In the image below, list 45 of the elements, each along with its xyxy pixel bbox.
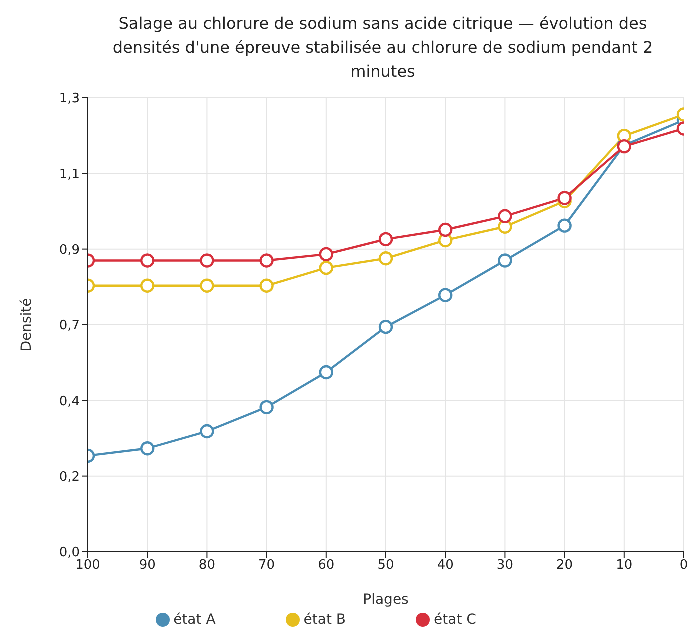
point [378,232,394,247]
x-tick-label: 20 [556,558,574,574]
point [260,254,274,268]
point [319,260,334,276]
y-tick-label: 0,7 [59,318,80,334]
x-tick-label: 10 [616,558,633,574]
y-tick-label: 0,4 [59,394,80,410]
y-tick-label: 0,0 [59,546,80,561]
x-tick-label: 30 [496,558,514,574]
point [200,278,214,293]
x-tick-label: 50 [378,558,394,574]
y-tick-label: 1,1 [59,167,80,182]
x-tick-label: 90 [139,558,156,574]
point [140,254,155,268]
legend-label: état A [174,612,216,628]
y-tick-label: 0,9 [59,242,80,258]
legend-label: état C [434,612,476,628]
point [378,252,394,266]
point [498,209,512,224]
point [438,222,453,238]
point [378,320,394,334]
point [140,442,155,456]
point [438,288,453,302]
point [260,278,274,293]
point [200,254,214,268]
point [140,278,155,293]
chart-title: Salage au chlorure de sodium sans acide citrique — évolution des densités d'une épreuve stabilisée au chlorure de sodium pendant 2 minutes [112,13,654,83]
x-tick-label: 100 [76,558,100,574]
x-tick-label: 40 [437,558,454,574]
point [498,254,512,268]
x-tick-label: 0 [680,558,688,574]
x-tick-label: 60 [318,558,335,574]
x-tick-label: 80 [198,558,216,574]
y-tick-label: 0,2 [59,470,80,485]
legend-label: état B [304,612,346,628]
point [200,424,214,439]
y-tick-label: 1,3 [59,92,80,107]
x-tick-label: 70 [258,558,276,574]
point [558,191,572,206]
point [319,247,334,262]
point [558,218,572,233]
point [319,365,334,380]
point [260,400,274,415]
x-axis-title: Plages [363,592,409,608]
y-axis-title: Densité [18,298,35,352]
